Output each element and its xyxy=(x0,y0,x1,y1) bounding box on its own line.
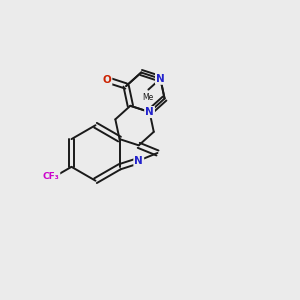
Text: N: N xyxy=(156,74,165,84)
Text: O: O xyxy=(103,75,111,85)
Text: CF₃: CF₃ xyxy=(43,172,59,182)
Text: N: N xyxy=(145,107,154,117)
Text: Me: Me xyxy=(143,93,154,102)
Text: N: N xyxy=(134,156,143,166)
